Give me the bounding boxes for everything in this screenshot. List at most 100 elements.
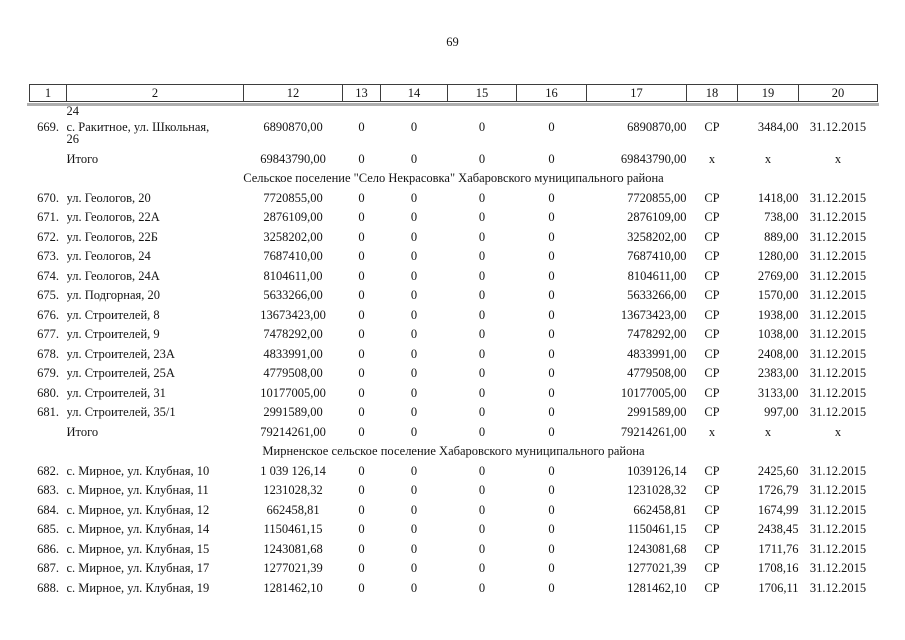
table-cell: 31.12.2015 [809, 483, 867, 497]
table-cell: х [708, 424, 716, 439]
table-cell: 0 [478, 522, 486, 536]
table-cell: с. Мирное, ул. Клубная, 15 [66, 541, 210, 556]
table-cell: СР [704, 120, 720, 134]
table-cell: 0 [410, 210, 418, 224]
table-row: 676. ул. Строителей, 8 13673423,00 0 0 0 0 1367… [30, 306, 878, 326]
table-row: 684. с. Мирное, ул. Клубная, 12 662458,81 0… [30, 501, 878, 521]
table-cell: 889,00 [764, 229, 799, 244]
table-cell: СР [704, 346, 720, 361]
table-cell: 31.12.2015 [809, 580, 867, 595]
table-cell: 1277021,39 [627, 561, 687, 575]
table-cell: 0 [358, 327, 365, 341]
table-row: Мирненское сельское поселение Хабаровско… [30, 442, 878, 462]
table-cell: 0 [478, 483, 486, 497]
table-cell: СР [704, 268, 720, 283]
table-cell: СР [704, 522, 720, 536]
table-cell: 3258202,00 [627, 229, 687, 244]
table-row: 674. ул. Геологов, 24А 8104611,00 0 0 0 0 81046… [30, 267, 878, 287]
table-cell: 678. [37, 346, 59, 361]
table-cell: 7687410,00 [263, 249, 323, 263]
table-cell: 673. [37, 249, 59, 263]
table-cell: 0 [548, 580, 555, 595]
table-cell: 0 [358, 522, 365, 536]
table-cell: 0 [358, 288, 365, 302]
table-cell: 1243081,68 [263, 541, 323, 556]
table-row: 673. ул. Геологов, 24 7687410,00 0 0 0 0 768741… [30, 247, 878, 267]
table-cell: 0 [410, 268, 418, 283]
table-cell: 1281462,10 [627, 580, 687, 595]
table-cell: 31.12.2015 [809, 307, 867, 322]
table-cell: 0 [548, 190, 555, 205]
table-cell: ул. Строителей, 25А [66, 366, 175, 380]
table-cell: 0 [478, 307, 486, 322]
table-row: 680. ул. Строителей, 31 10177005,00 0 0 0 0 101… [30, 384, 878, 404]
table-cell: 0 [478, 463, 486, 478]
table-cell: 31.12.2015 [809, 541, 867, 556]
table-cell: х [764, 151, 772, 166]
table-row: 24 [30, 102, 878, 121]
table-cell: 0 [548, 249, 555, 263]
table-cell: 0 [478, 405, 486, 419]
table-cell: 0 [548, 424, 555, 439]
column-header: 15 [447, 84, 517, 102]
table-cell: 1231028,32 [627, 483, 687, 497]
table-cell: 4833991,00 [263, 346, 323, 361]
table-cell: 671. [37, 210, 59, 224]
table-cell: 2383,00 [757, 366, 799, 380]
table-cell: 0 [478, 327, 486, 341]
table-cell: 0 [410, 463, 418, 478]
table-cell: 0 [478, 229, 486, 244]
table-cell: 31.12.2015 [809, 210, 867, 224]
table-cell: 675. [37, 288, 59, 302]
table-cell: 0 [358, 561, 365, 575]
table-cell: 676. [37, 307, 59, 322]
table-cell: 0 [358, 463, 365, 478]
table-cell: 31.12.2015 [809, 120, 867, 134]
table-cell: 0 [548, 405, 555, 419]
table-cell: 7687410,00 [627, 249, 687, 263]
table-cell: ул. Строителей, 8 [66, 307, 160, 322]
table-cell: ул. Геологов, 24А [66, 268, 160, 283]
table-cell: 0 [410, 502, 418, 517]
table-cell: СР [704, 561, 720, 575]
table-cell: 679. [37, 366, 59, 380]
table-cell: СР [704, 405, 720, 419]
table-cell: с. Мирное, ул. Клубная, 14 [66, 522, 210, 536]
table-cell: 0 [410, 405, 418, 419]
table-cell: 0 [358, 210, 365, 224]
table-cell: 681. [37, 405, 59, 419]
table-cell: с. Мирное, ул. Клубная, 12 [66, 502, 210, 517]
table-cell: 0 [478, 151, 486, 166]
table-cell: 2438,45 [757, 522, 799, 536]
table-cell: 0 [548, 502, 555, 517]
table-cell: 31.12.2015 [809, 327, 867, 341]
table-cell: с. Мирное, ул. Клубная, 10 [66, 463, 210, 478]
table-cell: 0 [548, 151, 555, 166]
table-cell: 683. [37, 483, 59, 497]
table-row: 677. ул. Строителей, 9 7478292,00 0 0 0 0 74782… [30, 325, 878, 345]
table-row: Сельское поселение "Село Некрасовка" Хаб… [30, 169, 878, 189]
table-cell: 0 [548, 483, 555, 497]
table-cell: 4779508,00 [263, 366, 323, 380]
table-cell: 0 [478, 288, 486, 302]
table-cell: х [834, 151, 842, 166]
table-cell: 31.12.2015 [809, 229, 867, 244]
table-cell: 0 [358, 366, 365, 380]
table-cell: 7478292,00 [263, 327, 323, 341]
table-cell: 2991589,00 [263, 405, 323, 419]
table-cell: ул. Геологов, 24 [66, 249, 151, 263]
table-cell: 0 [478, 366, 486, 380]
table-cell: 0 [358, 385, 365, 400]
table-cell: 8104611,00 [627, 268, 687, 283]
table-cell: ул. Строителей, 23А [66, 346, 175, 361]
table-cell: 3133,00 [757, 385, 799, 400]
table-cell: 13673423,00 [260, 307, 326, 322]
table-cell: 6890870,00 [627, 120, 687, 134]
table-cell: 684. [37, 502, 59, 517]
table-cell: ул. Строителей, 31 [66, 385, 166, 400]
table-body: 24 669. с. Ракитное, ул. Школьная, 26 68908… [30, 102, 878, 599]
table-cell: 79214261,00 [260, 424, 326, 439]
table-cell: 1708,16 [757, 561, 799, 575]
table-cell: 31.12.2015 [809, 288, 867, 302]
